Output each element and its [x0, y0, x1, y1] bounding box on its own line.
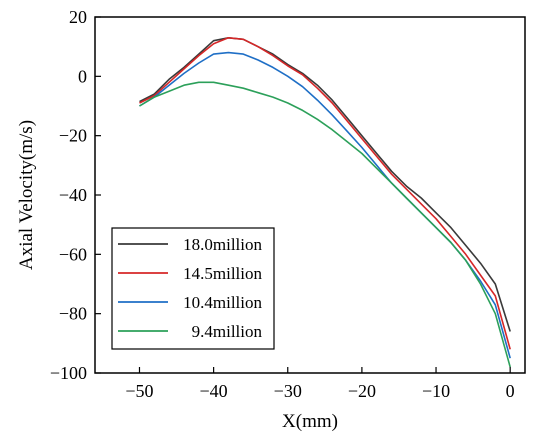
y-axis-title: Axial Velocity(m/s): [16, 120, 37, 270]
x-tick-label: −40: [200, 381, 228, 401]
legend: 18.0million 14.5million 10.4million 9.4mill…: [111, 227, 275, 350]
x-axis-ticks: −50 −40 −30 −20 −10 0: [125, 367, 515, 401]
y-tick-label: −80: [59, 304, 87, 324]
y-tick-label: −40: [59, 185, 87, 205]
legend-label: 9.4million: [192, 322, 263, 341]
x-axis-title: X(mm): [282, 411, 338, 432]
x-tick-label: −10: [422, 381, 450, 401]
series-line-2: [139, 37, 511, 350]
x-tick-label: −50: [125, 381, 153, 401]
x-tick-label: −30: [274, 381, 302, 401]
y-axis-ticks: 20 0 −20 −40 −60 −80 −100: [50, 7, 101, 383]
legend-label: 14.5million: [183, 264, 262, 283]
y-tick-label: −60: [59, 244, 87, 264]
y-tick-label: −20: [59, 126, 87, 146]
plot-series: [139, 37, 511, 368]
y-tick-label: −100: [50, 363, 87, 383]
legend-label: 10.4million: [183, 293, 262, 312]
series-line-1: [139, 37, 511, 332]
y-tick-label: 0: [78, 66, 87, 86]
legend-label: 18.0million: [183, 235, 262, 254]
y-tick-label: 20: [69, 7, 87, 27]
x-tick-label: −20: [348, 381, 376, 401]
x-tick-label: 0: [506, 381, 515, 401]
legend-box: [111, 227, 275, 350]
series-line-4: [139, 81, 511, 368]
